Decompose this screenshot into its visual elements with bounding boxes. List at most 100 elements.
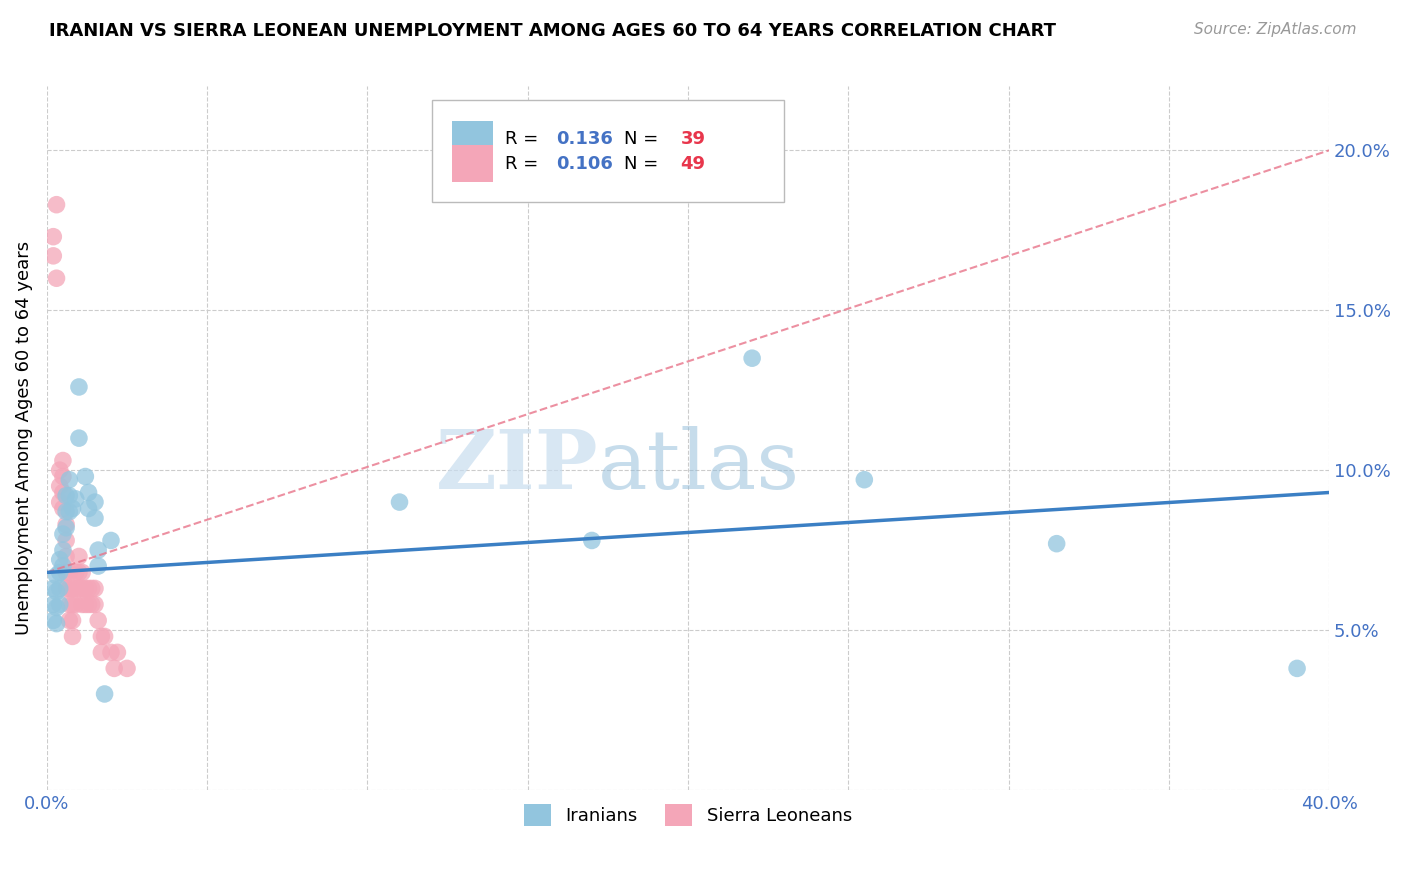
Text: 39: 39 [681,130,706,148]
Point [58,473,80,487]
Point [58,505,80,519]
Point [1046,536,1069,550]
Point [87,543,110,558]
Point [67,582,90,596]
Point [55,566,77,580]
Point [45,616,67,631]
FancyBboxPatch shape [432,101,785,202]
Legend: Iranians, Sierra Leoneans: Iranians, Sierra Leoneans [517,797,859,834]
Point [93,629,115,643]
Point [42,582,65,596]
Point [52,501,75,516]
Point [93,687,115,701]
Text: R =: R = [505,130,544,148]
Point [45,584,67,599]
Point [48,566,70,580]
Point [48,552,70,566]
Point [65,491,87,506]
Point [62,629,84,643]
Point [388,495,411,509]
Point [58,582,80,596]
Point [84,598,107,612]
Point [45,271,67,285]
Point [52,559,75,574]
Point [58,566,80,580]
Point [62,582,84,596]
Point [55,582,77,596]
Point [84,511,107,525]
Text: 49: 49 [681,154,706,173]
Point [48,495,70,509]
Point [55,521,77,535]
Point [55,533,77,548]
Text: R =: R = [505,154,544,173]
Point [52,453,75,467]
Point [52,469,75,483]
Point [77,501,100,516]
Point [100,533,122,548]
Text: ZIP: ZIP [436,426,599,507]
Point [65,566,87,580]
Point [70,582,93,596]
Point [55,489,77,503]
Point [70,566,93,580]
Point [87,559,110,574]
Point [84,495,107,509]
Point [48,582,70,596]
Y-axis label: Unemployment Among Ages 60 to 64 years: Unemployment Among Ages 60 to 64 years [15,241,32,635]
Point [70,598,93,612]
Text: N =: N = [624,154,664,173]
Point [75,469,97,483]
FancyBboxPatch shape [453,145,494,182]
Point [77,582,100,596]
Text: atlas: atlas [599,426,800,507]
Point [58,489,80,503]
Point [90,629,112,643]
Point [115,661,138,675]
Point [741,351,763,366]
Point [80,598,103,612]
Point [62,598,84,612]
Point [67,380,90,394]
Text: Source: ZipAtlas.com: Source: ZipAtlas.com [1194,22,1357,37]
Point [65,582,87,596]
Point [107,645,129,659]
Text: IRANIAN VS SIERRA LEONEAN UNEMPLOYMENT AMONG AGES 60 TO 64 YEARS CORRELATION CHA: IRANIAN VS SIERRA LEONEAN UNEMPLOYMENT A… [49,22,1056,40]
Point [75,598,97,612]
Point [55,549,77,564]
Point [87,614,110,628]
Text: 0.136: 0.136 [555,130,613,148]
Point [103,661,125,675]
Point [42,598,65,612]
Point [75,582,97,596]
Text: 0.106: 0.106 [555,154,613,173]
Point [62,501,84,516]
Point [80,582,103,596]
Point [100,645,122,659]
Point [45,197,67,211]
Point [58,614,80,628]
Point [581,533,603,548]
Point [52,543,75,558]
Point [42,249,65,263]
Point [45,600,67,615]
Point [62,614,84,628]
Point [65,598,87,612]
Point [45,568,67,582]
Point [48,598,70,612]
Text: N =: N = [624,130,664,148]
Point [853,473,876,487]
FancyBboxPatch shape [453,120,494,157]
Point [48,463,70,477]
Point [52,485,75,500]
Point [77,598,100,612]
Point [42,229,65,244]
Point [90,645,112,659]
Point [52,527,75,541]
Point [1286,661,1309,675]
Point [67,549,90,564]
Point [48,479,70,493]
Point [77,485,100,500]
Point [67,431,90,445]
Point [58,598,80,612]
